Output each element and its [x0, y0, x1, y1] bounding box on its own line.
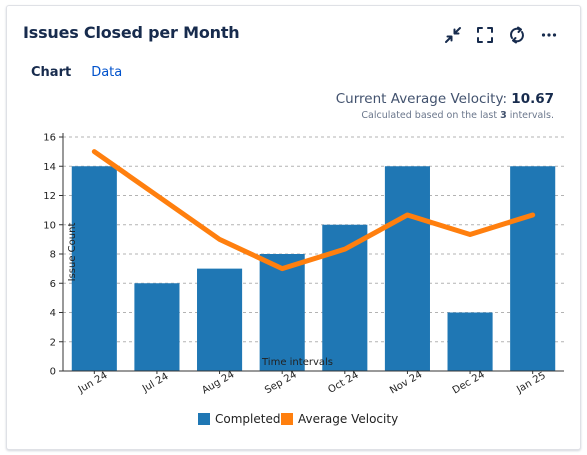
fullscreen-icon [477, 27, 493, 43]
velocity-value: 10.67 [511, 91, 554, 107]
x-tick-label: Oct 24 [326, 370, 360, 396]
y-tick-label: 6 [50, 279, 56, 290]
bar-completed [197, 268, 243, 371]
velocity-note-count: 3 [500, 110, 507, 121]
more-button[interactable] [538, 24, 560, 46]
velocity-label: Current Average Velocity: [335, 91, 507, 107]
y-tick-label: 16 [43, 133, 56, 144]
x-tick-label: Jul 24 [140, 371, 171, 395]
x-tick-label: Dec 24 [451, 369, 487, 396]
refresh-button[interactable] [506, 24, 528, 46]
legend-label-completed: Completed [215, 412, 280, 426]
collapse-icon [445, 27, 461, 43]
y-tick-label: 12 [43, 191, 56, 202]
x-tick-label: Jan 25 [514, 370, 547, 396]
gadget-toolbar [442, 24, 560, 46]
y-tick-label: 8 [50, 250, 56, 261]
bar-completed [259, 254, 305, 371]
y-tick-label: 0 [50, 367, 56, 378]
bar-completed [384, 166, 430, 371]
y-tick-label: 14 [43, 162, 56, 173]
x-tick-label: Sep 24 [263, 369, 299, 396]
velocity-note-suffix: intervals. [509, 110, 554, 121]
x-tick-label: Jun 24 [76, 370, 110, 396]
y-tick-label: 4 [50, 308, 56, 319]
bar-completed [510, 166, 556, 371]
legend-swatch-completed [198, 413, 210, 425]
refresh-icon [510, 26, 524, 44]
y-tick-label: 2 [50, 337, 56, 348]
line-average-velocity [91, 149, 536, 272]
y-tick-label: 10 [43, 220, 56, 231]
more-icon [541, 33, 557, 37]
y-axis-label: Issue Count [67, 223, 78, 282]
collapse-button[interactable] [442, 24, 464, 46]
bar-completed [447, 312, 493, 371]
x-axis-label: Time intervals [261, 357, 333, 368]
bar-completed [71, 166, 117, 371]
velocity-summary: Current Average Velocity: 10.67 Calculat… [336, 91, 554, 121]
x-tick-label: Aug 24 [200, 369, 236, 396]
bar-completed [134, 283, 180, 371]
gadget-title: Issues Closed per Month [23, 23, 240, 42]
velocity-note-prefix: Calculated based on the last [361, 110, 498, 121]
view-tabs: Chart Data [31, 65, 122, 80]
x-tick-label: Nov 24 [388, 369, 424, 396]
tab-data[interactable]: Data [91, 65, 123, 80]
tab-chart[interactable]: Chart [31, 65, 72, 80]
fullscreen-button[interactable] [474, 24, 496, 46]
legend-label-average-velocity: Average Velocity [298, 412, 398, 426]
legend-swatch-average-velocity [281, 413, 293, 425]
